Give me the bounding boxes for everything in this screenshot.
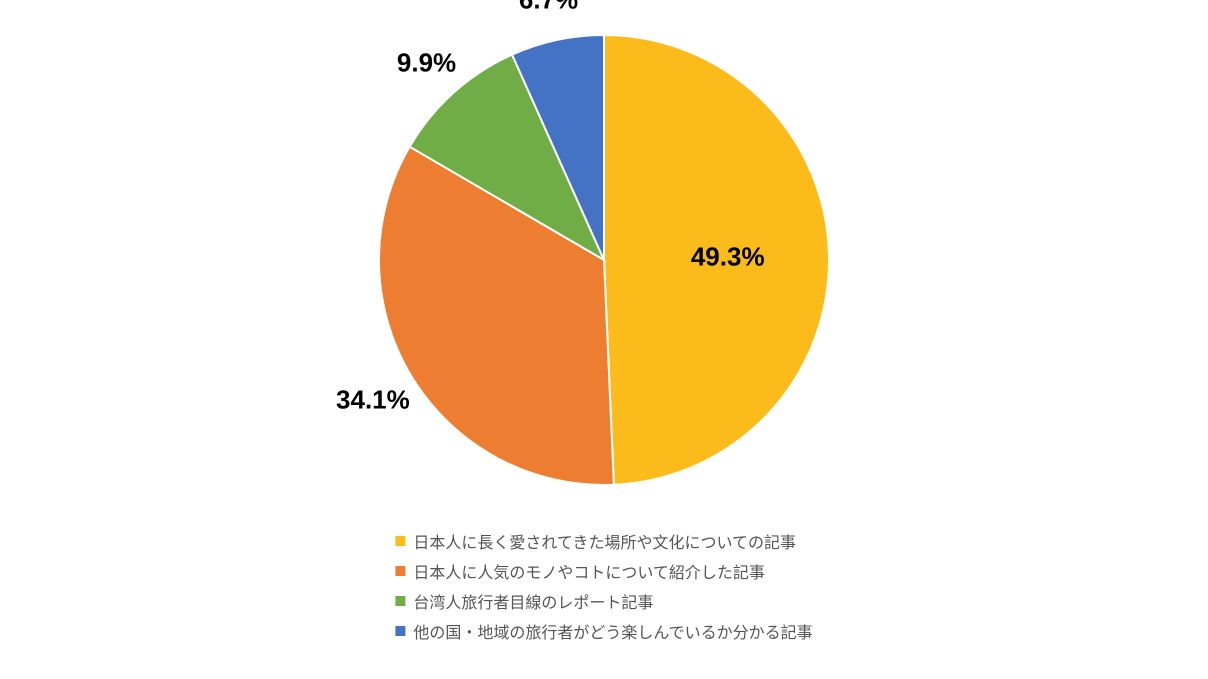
- slice-label: 49.3%: [691, 242, 765, 273]
- legend-item: 台湾人旅行者目線のレポート記事: [395, 589, 812, 613]
- legend: 日本人に長く愛されてきた場所や文化についての記事日本人に人気のモノやコトについて…: [395, 529, 812, 649]
- slice-label: 6.7%: [519, 0, 578, 16]
- legend-swatch: [395, 566, 405, 576]
- legend-item: 他の国・地域の旅行者がどう楽しんでいるか分かる記事: [395, 619, 812, 643]
- legend-swatch: [395, 626, 405, 636]
- legend-item: 日本人に人気のモノやコトについて紹介した記事: [395, 559, 812, 583]
- slice-label: 34.1%: [336, 384, 410, 415]
- legend-label: 台湾人旅行者目線のレポート記事: [413, 589, 653, 613]
- legend-label: 日本人に人気のモノやコトについて紹介した記事: [413, 559, 765, 583]
- legend-swatch: [395, 536, 405, 546]
- slice-label: 9.9%: [397, 47, 456, 78]
- legend-label: 日本人に長く愛されてきた場所や文化についての記事: [413, 529, 796, 553]
- pie-chart: 49.3%34.1%9.9%6.7%: [379, 35, 829, 485]
- legend-item: 日本人に長く愛されてきた場所や文化についての記事: [395, 529, 812, 553]
- legend-swatch: [395, 596, 405, 606]
- legend-label: 他の国・地域の旅行者がどう楽しんでいるか分かる記事: [413, 619, 812, 643]
